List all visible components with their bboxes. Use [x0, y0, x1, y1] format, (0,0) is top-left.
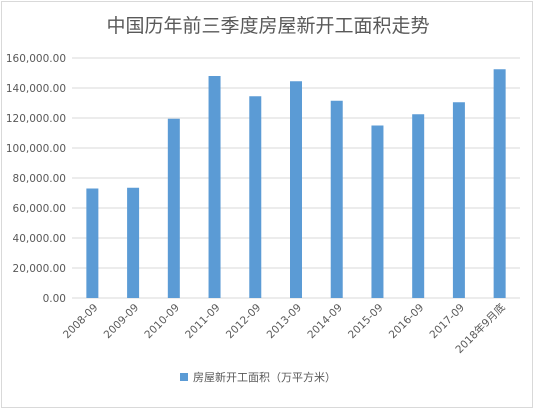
bar-2015-09 [371, 125, 384, 298]
y-tick-label: 140,000.00 [6, 83, 66, 95]
bar-2018年9月底 [493, 69, 506, 298]
legend-swatch [180, 373, 188, 381]
x-tick-label: 2008-09 [61, 302, 101, 342]
y-axis-ticks: 0.00 20,000.00 40,000.00 60,000.00 80,000.00… [6, 53, 66, 305]
y-tick-label: 160,000.00 [6, 53, 66, 65]
legend: 房屋新开工面积（万平方米） [180, 370, 336, 384]
bar-2016-09 [412, 114, 425, 298]
x-tick-label: 2012-09 [224, 302, 264, 342]
y-tick-label: 20,000.00 [13, 263, 66, 275]
y-tick-label: 40,000.00 [13, 233, 66, 245]
bar-2010-09 [167, 118, 180, 298]
x-tick-label: 2009-09 [102, 302, 142, 342]
y-tick-label: 100,000.00 [6, 143, 66, 155]
x-tick-label: 2014-09 [305, 302, 345, 342]
x-tick-label: 2017-09 [428, 302, 468, 342]
x-tick-label: 2011-09 [183, 302, 223, 342]
bar-2008-09 [86, 188, 99, 298]
x-tick-label: 2015-09 [346, 302, 386, 342]
y-tick-label: 80,000.00 [13, 173, 66, 185]
y-tick-label: 60,000.00 [13, 203, 66, 215]
x-tick-label: 2013-09 [265, 302, 305, 342]
chart-title: 中国历年前三季度房屋新开工面积走势 [106, 15, 429, 37]
y-tick-label: 120,000.00 [6, 113, 66, 125]
x-tick-label: 2010-09 [142, 302, 182, 342]
bar-2011-09 [208, 76, 221, 298]
bar-2014-09 [330, 100, 343, 298]
bar-2009-09 [127, 187, 140, 298]
bar-2017-09 [452, 102, 465, 298]
bar-2012-09 [249, 96, 262, 298]
x-tick-label: 2016-09 [387, 302, 427, 342]
x-axis-ticks: 2008-09 2009-09 2010-09 2011-09 2012-09 2013-… [61, 301, 508, 356]
bar-2013-09 [290, 81, 302, 298]
bars [86, 69, 506, 298]
legend-label: 房屋新开工面积（万平方米） [193, 370, 336, 384]
y-tick-label: 0.00 [43, 293, 66, 305]
